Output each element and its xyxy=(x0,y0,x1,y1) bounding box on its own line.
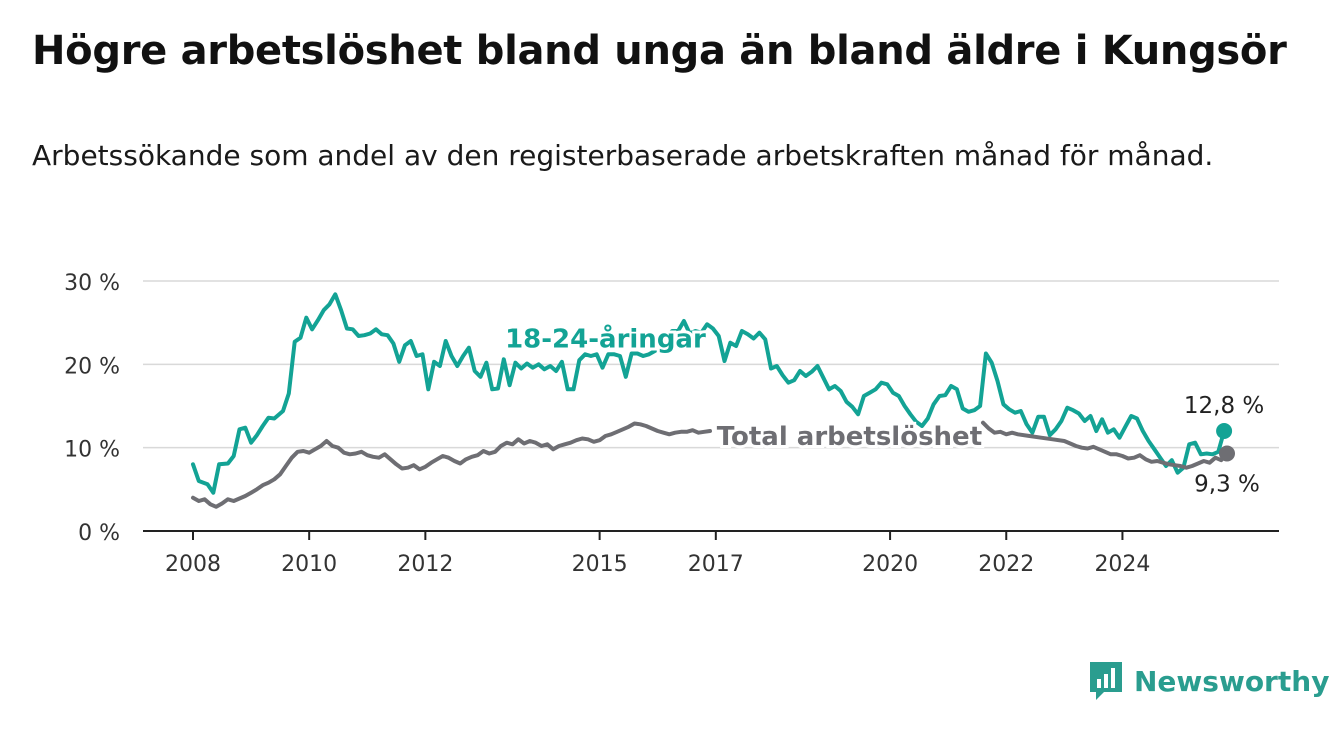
series-line xyxy=(191,292,1227,495)
bar-chart-bubble-icon xyxy=(1090,662,1122,700)
y-tick-label: 10 % xyxy=(64,438,120,463)
end-label: 9,3 % xyxy=(1194,472,1260,498)
x-tick-label: 2017 xyxy=(688,552,744,577)
chart-subtitle: Arbetssökande som andel av den registerb… xyxy=(32,139,1214,172)
series-line xyxy=(981,420,1229,470)
end-point xyxy=(1216,423,1233,439)
end-label: 12,8 % xyxy=(1184,393,1264,419)
brand-logo: Newsworthy xyxy=(1088,660,1329,702)
y-tick-label: 20 % xyxy=(64,354,120,379)
x-tick-label: 2022 xyxy=(978,552,1034,577)
chart-title: Högre arbetslöshet bland unga än bland ä… xyxy=(32,28,1287,74)
end-point xyxy=(1219,445,1235,462)
series-annotation: 18-24-åringar xyxy=(505,323,706,355)
y-tick-label: 30 % xyxy=(64,271,120,296)
series-line xyxy=(191,421,712,509)
x-tick-label: 2015 xyxy=(572,552,628,577)
x-tick-label: 2010 xyxy=(281,552,337,577)
series-annotation: Total arbetslöshet xyxy=(717,422,982,452)
y-tick-label: 0 % xyxy=(78,521,120,546)
brand-name: Newsworthy xyxy=(1134,664,1330,698)
x-tick-label: 2008 xyxy=(165,552,221,577)
x-tick-label: 2020 xyxy=(862,552,918,577)
x-tick-label: 2024 xyxy=(1094,552,1150,577)
x-tick-label: 2012 xyxy=(397,552,453,577)
